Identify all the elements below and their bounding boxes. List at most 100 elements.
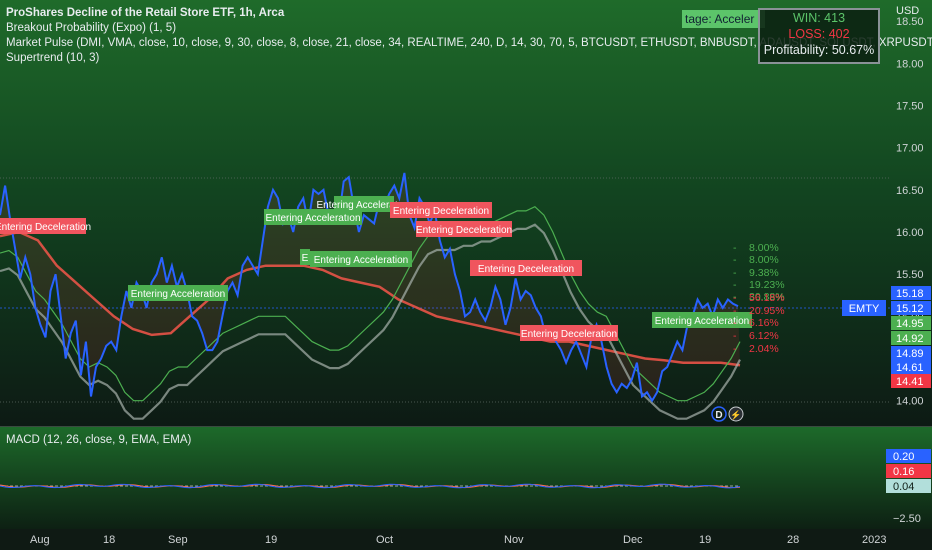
x-tick-6: Dec: [623, 534, 643, 546]
label-acceleration-6: Entering Acceleration: [655, 316, 750, 327]
profitability: Profitability: 50.67%: [763, 43, 875, 57]
prob-up-dash-4: -: [733, 291, 737, 303]
price-tag-0: 15.18: [896, 288, 924, 300]
x-tick-4: Oct: [376, 534, 393, 546]
time-axis: Aug 18 Sep 19 Oct Nov Dec 19 28 2023: [30, 534, 886, 546]
prob-down-dash-4: -: [733, 343, 737, 355]
label-acceleration-4-bg: [310, 251, 412, 267]
bolt-ring: [728, 406, 744, 422]
price-tag-bg-0: [891, 286, 931, 300]
symbol-tag: EMTY: [849, 303, 880, 315]
macd-tag-1: 0.16: [893, 466, 914, 478]
prob-up-dash-2: -: [733, 267, 737, 279]
prob-up-dash-0: -: [733, 242, 737, 254]
macd-pane-bg: [0, 427, 932, 529]
prob-down-dash-3: -: [733, 330, 737, 342]
indicator-market-pulse[interactable]: Market Pulse (DMI, VMA, close, 10, close…: [6, 37, 932, 49]
label-acceleration-6-bg: [652, 312, 752, 328]
dividend-badge: D: [715, 410, 722, 421]
macd-tag-0: 0.20: [893, 451, 914, 463]
price-tag-bg-5: [891, 360, 931, 374]
bolt-icon: ⚡: [730, 409, 741, 421]
macd-title[interactable]: MACD (12, 26, close, 9, EMA, EMA): [6, 434, 192, 446]
price-tag-3: 14.92: [896, 333, 924, 345]
symbol-title[interactable]: ProShares Decline of the Retail Store ET…: [6, 7, 285, 19]
x-tick-7: 19: [699, 534, 711, 546]
y-tick-6: 15.50: [896, 269, 924, 281]
prob-up-3: 19.23%: [749, 279, 785, 291]
label-deceleration-1: Entering Deceleration: [0, 222, 91, 233]
macd-axis-tick: −2.50: [893, 513, 921, 525]
label-deceleration-4-bg: [470, 260, 582, 276]
x-tick-3: 19: [265, 534, 277, 546]
x-tick-8: 28: [787, 534, 799, 546]
label-deceleration-2: Entering Deceleration: [393, 206, 489, 217]
y-tick-0: 18.50: [896, 16, 924, 28]
series-layer: Entering Deceleration Entering Accelerati…: [0, 172, 886, 422]
prob-down-2: 6.16%: [749, 317, 779, 329]
indicator-supertrend[interactable]: Supertrend (10, 3): [6, 52, 100, 64]
indicator-breakout[interactable]: Breakout Probability (Expo) (1, 5): [6, 22, 177, 34]
y-tick-9: 14.00: [896, 396, 924, 408]
macd-tag-bg-1: [886, 464, 931, 478]
label-acceleration-4: Entering Acceleration: [314, 255, 409, 266]
x-tick-1: 18: [103, 534, 115, 546]
y-tick-1: 18.00: [896, 58, 924, 70]
macd-line: [0, 483, 741, 489]
y-tick-4: 16.50: [896, 185, 924, 197]
label-deceleration-3-bg: [416, 221, 512, 237]
stage-label: tage: Acceler: [682, 10, 765, 28]
label-deceleration-2-bg: [390, 202, 492, 218]
y-tick-3: 17.00: [896, 143, 924, 155]
prob-up-0: 8.00%: [749, 242, 779, 254]
chart-legend: ProShares Decline of the Retail Store ET…: [6, 6, 932, 66]
label-deceleration-3: Entering Deceleration: [416, 225, 512, 236]
price-tag-bg-1: [891, 301, 931, 315]
label-acceleration-3-bg: [300, 249, 310, 265]
prob-down-1: 20.95%: [749, 305, 785, 317]
price-tag-1: 15.12: [896, 303, 924, 315]
d-badge-ring: [711, 406, 727, 422]
prob-down-4: 2.04%: [749, 343, 779, 355]
label-acceleration-5-bg: [334, 196, 394, 212]
price-tag-bg-6: [891, 374, 931, 388]
price-tag-bg-4: [891, 346, 931, 360]
macd-tag-bg-0: [886, 449, 931, 463]
prob-down-dash-2: -: [733, 317, 737, 329]
currency-label: USD: [896, 5, 919, 17]
price-tag-bg-2: [891, 316, 931, 330]
price-tag-2: 14.95: [896, 318, 924, 330]
label-deceleration-1-bg: [0, 218, 86, 234]
prob-up-dash-1: -: [733, 254, 737, 266]
price-tag-6: 14.41: [896, 376, 924, 388]
price-tag-5: 14.61: [896, 362, 924, 374]
prob-up-4: 30.88%: [749, 291, 785, 303]
time-axis-bg: [0, 529, 932, 550]
prob-up-dash-3: -: [733, 279, 737, 291]
label-deceleration-5: Entering Deceleration: [521, 329, 617, 340]
label-acceleration-2-bg: [264, 209, 362, 225]
y-tick-2: 17.50: [896, 100, 924, 112]
prob-up-2: 9.38%: [749, 267, 779, 279]
x-tick-2: Sep: [168, 534, 188, 546]
price-line: [0, 172, 739, 403]
label-acceleration-2: Entering Acceleratıon: [265, 213, 360, 224]
x-tick-5: Nov: [504, 534, 524, 546]
macd-layer: 0.20 0.16 0.04 −2.50: [0, 449, 931, 525]
prob-down-3: 6.12%: [749, 330, 779, 342]
price-tag-4: 14.89: [896, 348, 924, 360]
prob-up-1: 8.00%: [749, 254, 779, 266]
vma-line: [0, 223, 741, 420]
label-acceleration-3: E: [302, 253, 309, 264]
win-loss-box: WIN: 413 LOSS: 402 Profitability: 50.67%: [758, 8, 880, 64]
prob-down-0: 56.18%: [749, 292, 785, 304]
x-tick-9: 2023: [862, 534, 886, 546]
label-acceleration-1: Entering Acceleration: [131, 289, 226, 300]
label-acceleration-1-bg: [128, 285, 228, 301]
symbol-tag-bg: [842, 300, 886, 316]
win-count: WIN: 413: [792, 11, 846, 25]
macd-tag-bg-2: [886, 479, 931, 493]
